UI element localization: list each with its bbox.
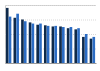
chart [0,0,100,71]
bar [90,39,93,63]
bar [39,24,42,63]
bar [54,26,57,63]
y-axis [5,6,96,64]
bar [6,8,9,63]
bar [82,37,85,63]
y-tick [5,63,96,64]
bar [21,20,24,64]
grid-line [5,5,96,6]
x-axis-line [6,63,97,64]
bar [74,29,77,63]
bar [85,34,88,63]
bar [92,37,95,63]
bars [6,8,95,63]
x-axis [6,63,97,65]
y-tick [5,5,96,6]
bar [16,14,19,63]
bar [24,21,27,63]
plot [5,6,97,64]
bar [36,25,39,63]
bar [32,24,35,63]
series [9,14,95,63]
bar [77,28,80,63]
bar [47,26,50,63]
bar [9,17,12,63]
bar [44,25,47,63]
bar [52,26,55,63]
bar [70,27,73,63]
grid-line [5,63,96,64]
bar [67,28,70,63]
bar [29,22,32,63]
bar [59,26,62,63]
series [6,8,92,63]
bar [62,27,65,63]
y-axis-line [6,6,97,64]
bar [14,18,17,63]
